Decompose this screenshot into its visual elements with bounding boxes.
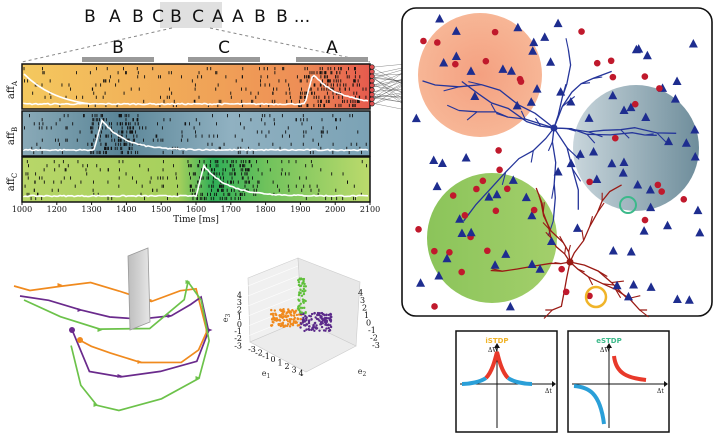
svg-text:1000: 1000 — [12, 205, 32, 214]
svg-text:1: 1 — [277, 359, 282, 368]
row-label-c: affC — [6, 173, 19, 191]
trajectory-plot — [13, 247, 213, 412]
sequence-token: A — [212, 7, 224, 27]
svg-text:1200: 1200 — [47, 205, 67, 214]
svg-text:1400: 1400 — [116, 205, 136, 214]
svg-text:2: 2 — [237, 305, 242, 314]
svg-text:0: 0 — [366, 319, 371, 328]
svg-text:0: 0 — [270, 355, 275, 364]
svg-text:1600: 1600 — [186, 205, 206, 214]
svg-text:-1: -1 — [234, 327, 242, 336]
svg-text:-2: -2 — [234, 334, 242, 343]
sequence-token: ... — [294, 7, 310, 27]
svg-text:-1: -1 — [368, 326, 376, 335]
sequence-token: B — [170, 7, 182, 27]
svg-text:1800: 1800 — [255, 205, 275, 214]
svg-text:4: 4 — [298, 369, 303, 378]
segment-label-b: B — [112, 38, 124, 58]
svg-text:affA: affA — [6, 80, 19, 99]
sequence-token: C — [152, 7, 164, 27]
svg-text:e3: e3 — [221, 314, 232, 323]
zoom-line-right — [209, 27, 371, 63]
sequence-token: B — [276, 7, 288, 27]
svg-text:1: 1 — [237, 313, 242, 322]
segment-bar-a — [296, 57, 368, 62]
sequence-token: B — [84, 7, 96, 27]
sequence-token: A — [232, 7, 244, 27]
sequence-token: B — [254, 7, 266, 27]
svg-text:Δt: Δt — [657, 388, 664, 395]
sequence-tokens: B A B C B C A A B B... — [84, 7, 310, 27]
svg-text:1900: 1900 — [290, 205, 310, 214]
sequence-token: B — [132, 7, 144, 27]
svg-text:4: 4 — [358, 289, 363, 298]
row-label-b: affB — [6, 127, 19, 145]
segment-bar-b — [82, 57, 154, 62]
sequence-highlight — [160, 2, 222, 28]
svg-text:2100: 2100 — [360, 205, 380, 214]
rate-traces — [23, 73, 369, 198]
highlight-inhibitory-target — [584, 285, 608, 309]
svg-text:e1: e1 — [262, 369, 271, 380]
svg-text:ΔW: ΔW — [488, 347, 499, 354]
svg-text:-2: -2 — [255, 348, 263, 357]
svg-text:-1: -1 — [262, 352, 270, 361]
svg-text:1: 1 — [364, 311, 369, 320]
svg-text:1500: 1500 — [151, 205, 171, 214]
svg-text:3: 3 — [291, 365, 296, 374]
time-axis: 1000 1200 1300 1400 1500 1600 1700 1800 1900 2000… — [12, 202, 380, 214]
sequence-token: C — [192, 7, 204, 27]
svg-text:-3: -3 — [248, 345, 256, 354]
spike-rasters — [23, 67, 368, 201]
output-neuron-markers — [369, 64, 375, 107]
svg-text:3: 3 — [360, 296, 365, 305]
istdp-panel: iSTDP ΔW Δt — [455, 330, 558, 433]
svg-text:Δt: Δt — [545, 388, 552, 395]
highlight-excitatory-neuron — [619, 196, 637, 214]
estdp-panel: eSTDP ΔW Δt — [567, 330, 670, 433]
svg-text:0: 0 — [237, 320, 242, 329]
svg-text:1700: 1700 — [221, 205, 241, 214]
svg-text:e2: e2 — [358, 367, 367, 378]
dendrite-trees — [422, 38, 677, 319]
svg-text:1300: 1300 — [81, 205, 101, 214]
segment-label-c: C — [218, 38, 230, 58]
svg-text:iSTDP: iSTDP — [485, 337, 508, 345]
row-label-a: affA — [6, 80, 19, 99]
svg-text:4: 4 — [237, 291, 242, 300]
svg-text:affC: affC — [6, 173, 19, 191]
svg-text:2: 2 — [362, 304, 367, 313]
svg-text:-3: -3 — [372, 341, 380, 350]
svg-text:ΔW: ΔW — [600, 347, 611, 354]
svg-text:-2: -2 — [370, 334, 378, 343]
svg-text:affB: affB — [6, 127, 19, 145]
sequence-token: A — [109, 7, 121, 27]
svg-text:2: 2 — [284, 362, 289, 371]
segment-label-a: A — [326, 38, 338, 58]
svg-text:-3: -3 — [234, 341, 242, 350]
assembly-b — [573, 85, 699, 211]
svg-text:eSTDP: eSTDP — [596, 337, 622, 345]
svg-text:3: 3 — [237, 298, 242, 307]
svg-text:2000: 2000 — [325, 205, 345, 214]
time-axis-label: Time [ms] — [173, 215, 219, 225]
zoom-line-left — [21, 27, 173, 63]
segment-bar-c — [188, 57, 260, 62]
network-neurons — [411, 13, 705, 311]
